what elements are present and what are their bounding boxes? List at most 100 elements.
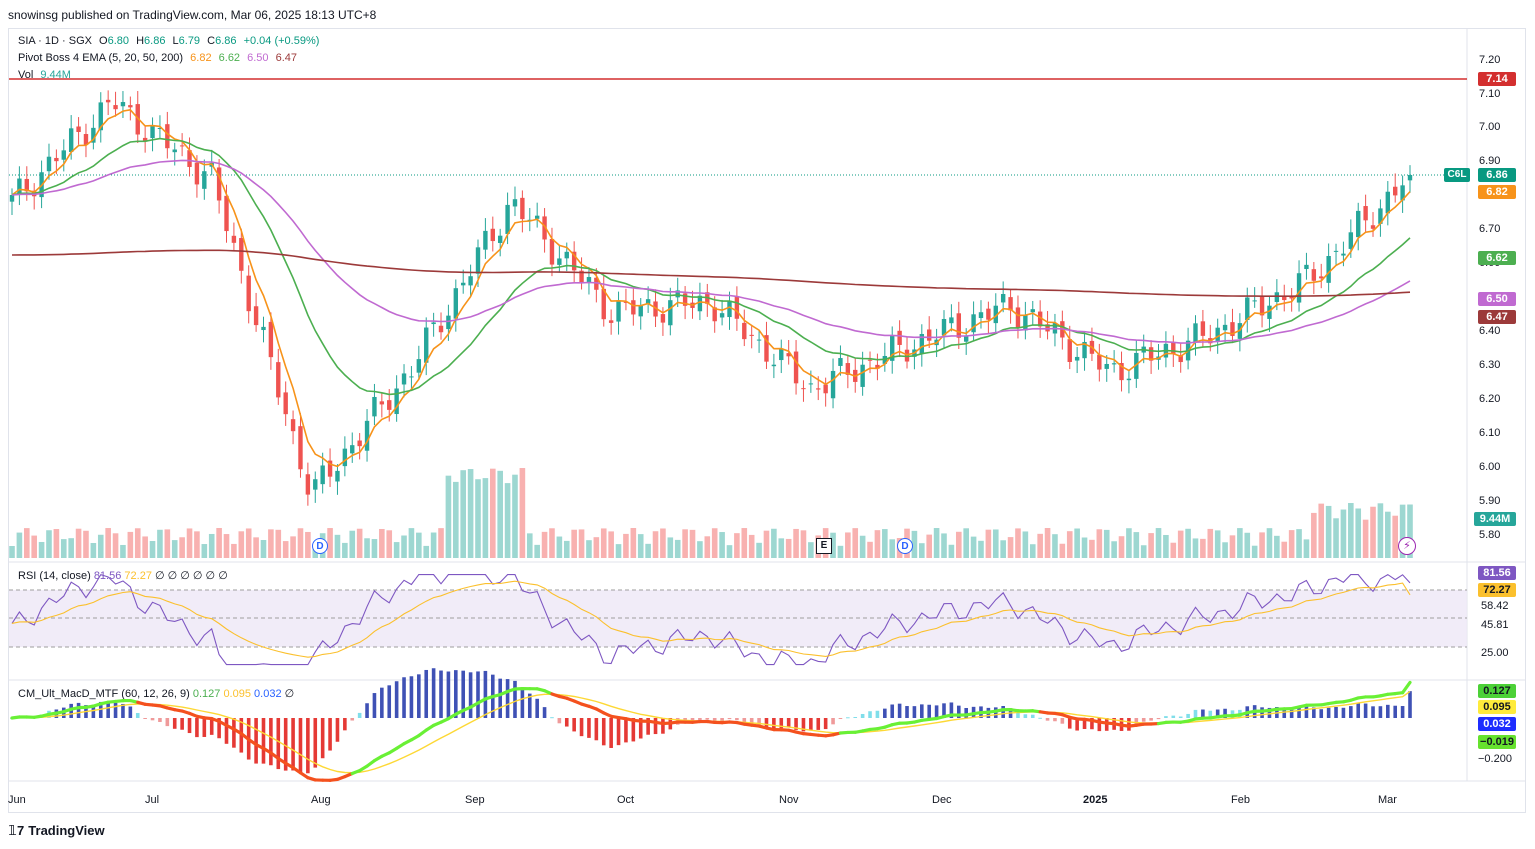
neg-tag[interactable]: −0.019 xyxy=(1478,735,1516,749)
volume-bar xyxy=(1111,541,1117,558)
volume-bar xyxy=(1385,511,1391,558)
candle-body xyxy=(616,300,621,322)
symbol-tag[interactable]: C6L xyxy=(1444,168,1470,182)
candle-body xyxy=(1230,322,1235,336)
candle-body xyxy=(756,339,762,341)
macd-hist-bar xyxy=(779,718,784,729)
candle-body xyxy=(379,401,385,405)
candle-body xyxy=(608,320,614,323)
macd-hist-bar xyxy=(1171,715,1176,718)
ohlc-high: H6.86 xyxy=(136,35,166,47)
x-axis-label: Mar xyxy=(1378,794,1397,806)
candle-body xyxy=(416,359,422,373)
vol-legend[interactable]: Vol 9.44M xyxy=(18,69,75,81)
macd-tag[interactable]: 0.127 xyxy=(1478,684,1516,698)
symbol-legend[interactable]: SIA · 1D · SGX O6.80 H6.86 L6.79 C6.86 +… xyxy=(18,35,323,47)
volume-bar xyxy=(1207,528,1214,558)
macd-hist-bar xyxy=(1386,704,1390,718)
macd-hist-bar xyxy=(742,718,747,724)
vol-legend-name: Vol xyxy=(18,69,34,81)
candle-body xyxy=(801,388,806,390)
signal-tag[interactable]: 0.095 xyxy=(1478,700,1516,714)
volume-bar xyxy=(593,537,600,558)
macd-hist-bar xyxy=(868,711,872,718)
candle-body xyxy=(261,326,266,331)
volume-bar xyxy=(253,537,259,558)
volume-bar xyxy=(1333,518,1339,558)
symbol-name: SIA · 1D · SGX xyxy=(18,35,92,47)
candle-body xyxy=(1097,354,1102,370)
rsi-legend[interactable]: RSI (14, close) 81.56 72.27 ∅ ∅ ∅ ∅ ∅ ∅ xyxy=(18,569,228,582)
volume-bar xyxy=(1407,504,1413,558)
ema5-tag[interactable]: 6.82 xyxy=(1478,185,1516,199)
candle-body xyxy=(512,199,518,207)
volume-bar xyxy=(963,528,969,558)
macd-hist-bar xyxy=(1082,718,1087,729)
ema-legend[interactable]: Pivot Boss 4 EMA (5, 20, 50, 200) 6.82 6… xyxy=(18,52,301,64)
candle-body xyxy=(172,149,177,153)
macd-hist-bar xyxy=(1312,707,1316,718)
macd-hist-bar xyxy=(624,718,628,743)
resistance-price-tag[interactable]: 7.14 xyxy=(1478,72,1516,86)
rsi-ma-tag[interactable]: 72.27 xyxy=(1478,583,1516,597)
candle-body xyxy=(875,364,880,369)
macd-hist-bar xyxy=(1371,706,1375,718)
volume-bar xyxy=(1096,529,1103,558)
volume-bar xyxy=(23,528,30,558)
price-axis-label: 6.40 xyxy=(1479,325,1501,337)
candle-body xyxy=(534,215,540,219)
lightning-icon[interactable]: ⚡ xyxy=(1398,537,1416,555)
macd-hist-bar xyxy=(875,710,880,718)
volume-bar xyxy=(859,535,866,558)
volume-bar xyxy=(1037,533,1043,558)
rsi-tag[interactable]: 81.56 xyxy=(1478,566,1516,580)
volume-bar xyxy=(171,540,178,558)
volume-bar xyxy=(504,483,511,558)
ema20-tag[interactable]: 6.62 xyxy=(1478,251,1516,265)
last-price-tag[interactable]: 6.86 xyxy=(1478,168,1516,182)
hist-tag[interactable]: 0.032 xyxy=(1478,717,1516,731)
candle-body xyxy=(986,308,991,320)
earnings-marker[interactable]: E xyxy=(816,538,832,554)
macd-hist-bar xyxy=(564,718,569,727)
candle-body xyxy=(1134,352,1139,379)
macd-hist-bar xyxy=(594,718,599,741)
tradingview-logo[interactable]: 𝟙7 TradingView xyxy=(8,823,105,838)
dividend-marker[interactable]: D xyxy=(897,538,913,554)
volume-bar xyxy=(563,540,570,558)
volume-bar xyxy=(933,528,940,558)
volume-bar xyxy=(364,538,370,558)
macd-hist-bar xyxy=(1090,718,1094,730)
candle-body xyxy=(1200,321,1206,336)
candle-body xyxy=(727,300,732,318)
candle-body xyxy=(113,105,118,110)
dividend-marker[interactable]: D xyxy=(312,538,328,554)
candle-body xyxy=(971,314,976,333)
macd-hist-bar xyxy=(1193,709,1198,718)
candle-body xyxy=(993,305,998,324)
macd-legend[interactable]: CM_Ult_MacD_MTF (60, 12, 26, 9) 0.127 0.… xyxy=(18,687,294,700)
macd-hist-bar xyxy=(749,718,754,725)
macd-hist-bar xyxy=(757,718,761,726)
ema50-tag[interactable]: 6.50 xyxy=(1478,292,1516,306)
volume-tag[interactable]: 9.44M xyxy=(1474,512,1516,526)
volume-bar xyxy=(401,535,407,558)
candle-body xyxy=(1296,273,1302,303)
ema50-value: 6.50 xyxy=(247,52,269,64)
volume-bar xyxy=(1266,528,1273,558)
candle-body xyxy=(91,127,96,143)
macd-hist-bar xyxy=(609,718,613,748)
macd-hist-bar xyxy=(1164,716,1168,718)
ema200-tag[interactable]: 6.47 xyxy=(1478,310,1516,324)
volume-bar xyxy=(83,530,89,558)
volume-bar xyxy=(120,544,126,558)
macd-hist-bar xyxy=(424,669,429,718)
volume-bar xyxy=(1029,544,1036,558)
x-axis-label: Feb xyxy=(1231,794,1250,806)
macd-hist-bar xyxy=(905,706,909,718)
macd-hist-bar xyxy=(446,671,451,718)
ohlc-low: L6.79 xyxy=(172,35,201,47)
volume-bar xyxy=(1133,532,1140,558)
volume-bar xyxy=(1074,528,1080,558)
